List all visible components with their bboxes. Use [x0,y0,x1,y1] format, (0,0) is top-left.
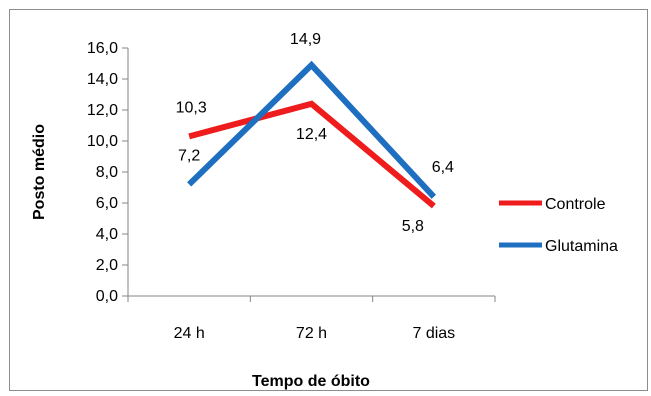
data-label-glutamina: 6,4 [432,159,454,176]
x-axis: 24 h 72 h 7 dias [127,295,496,342]
y-tick-label: 6,0 [96,195,118,212]
data-label-glutamina: 14,9 [290,31,321,48]
x-tick-label: 72 h [296,325,327,342]
x-tick-label: 24 h [174,325,205,342]
y-tick-label: 2,0 [96,257,118,274]
y-tick-label: 10,0 [87,133,118,150]
legend-label-controle: Controle [545,196,606,213]
data-labels: 10,3 12,4 5,8 7,2 14,9 6,4 [176,31,454,235]
data-label-controle: 5,8 [402,218,424,235]
legend-label-glutamina: Glutamina [545,238,618,255]
series-layer [187,60,437,209]
y-tick-label: 16,0 [87,40,118,57]
series-line-controle [188,100,436,209]
y-axis-title: Posto médio [31,124,48,220]
data-label-controle: 10,3 [176,99,207,116]
line-chart: 0,0 2,0 4,0 6,0 8,0 10,0 12,0 14,0 16,0 24 h 72 h… [31,31,618,390]
y-axis: 0,0 2,0 4,0 6,0 8,0 10,0 12,0 14,0 16,0 [87,40,129,305]
y-tick-label: 4,0 [96,226,118,243]
series-line-glutamina [187,60,437,199]
chart-frame: 0,0 2,0 4,0 6,0 8,0 10,0 12,0 14,0 16,0 24 h 72 h… [9,9,648,391]
x-tick-label: 7 dias [412,325,455,342]
legend: Controle Glutamina [499,196,618,255]
data-label-glutamina: 7,2 [178,147,200,164]
x-axis-title: Tempo de óbito [252,373,370,390]
y-tick-label: 8,0 [96,164,118,181]
y-tick-label: 14,0 [87,71,118,88]
data-label-controle: 12,4 [296,126,327,143]
y-tick-label: 0,0 [96,288,118,305]
y-tick-label: 12,0 [87,102,118,119]
